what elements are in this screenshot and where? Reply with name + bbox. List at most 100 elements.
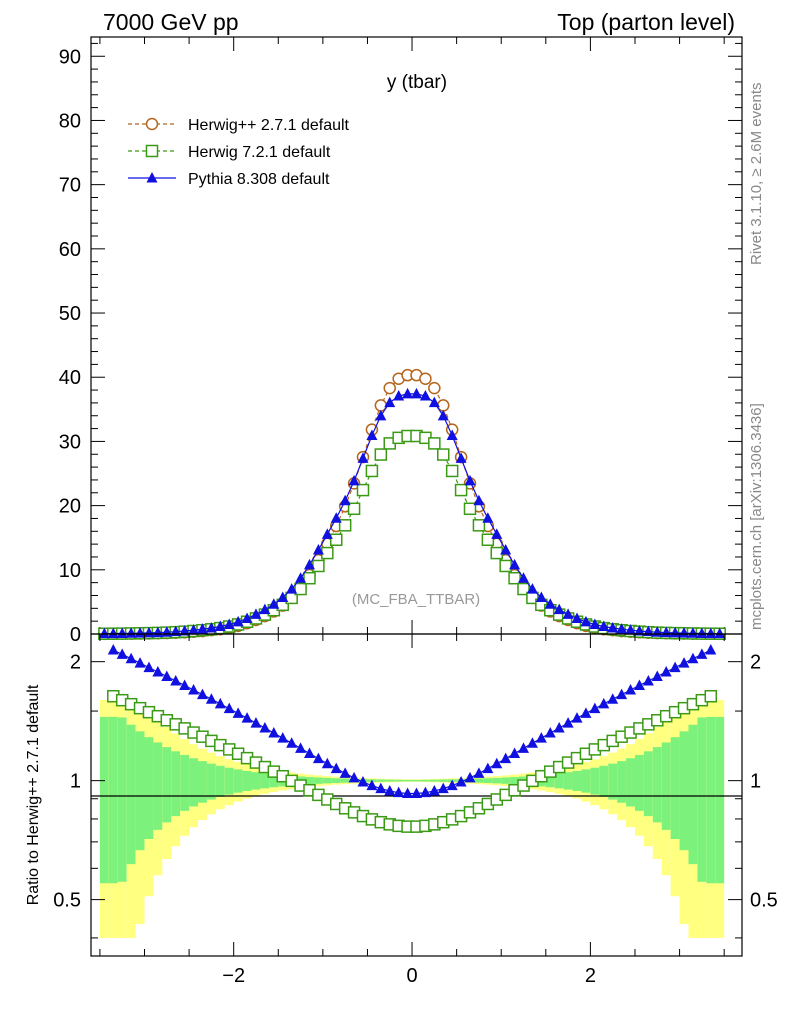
main-point bbox=[500, 543, 512, 555]
ratio-point bbox=[366, 779, 378, 791]
main-point bbox=[338, 519, 352, 532]
y-tick-label: 80 bbox=[59, 110, 81, 132]
ratio-point bbox=[357, 775, 369, 787]
stat-band bbox=[501, 777, 511, 784]
ratio-point bbox=[482, 762, 494, 774]
x-tick-label: 0 bbox=[406, 965, 417, 987]
ratio-tick-label: 0.5 bbox=[750, 890, 778, 912]
y-tick-label: 30 bbox=[59, 431, 81, 453]
ratio-point bbox=[339, 767, 351, 778]
ratio-point bbox=[607, 693, 619, 704]
main-point bbox=[518, 572, 530, 583]
main-point bbox=[143, 626, 155, 638]
ratio-point bbox=[312, 752, 324, 764]
main-point bbox=[179, 625, 191, 636]
stat-band bbox=[171, 751, 181, 817]
ratio-point bbox=[286, 737, 298, 748]
ratio-point bbox=[562, 717, 574, 728]
ratio-point bbox=[411, 787, 422, 799]
ratio-point bbox=[196, 688, 208, 700]
stat-band bbox=[108, 716, 118, 884]
main-point bbox=[223, 618, 235, 630]
y-tick-label: 0 bbox=[70, 624, 81, 646]
main-point bbox=[544, 598, 556, 609]
main-point bbox=[562, 608, 574, 619]
ratio-point bbox=[152, 665, 164, 677]
stat-band bbox=[198, 761, 207, 803]
ratio-point bbox=[259, 722, 271, 733]
stat-band bbox=[180, 754, 190, 811]
ratio-point bbox=[393, 786, 405, 798]
stat-band bbox=[661, 742, 671, 830]
main-point bbox=[472, 519, 486, 532]
header-left: 7000 GeV pp bbox=[103, 9, 239, 35]
ratio-point bbox=[250, 717, 262, 728]
legend-marker bbox=[146, 172, 158, 183]
ratio-point bbox=[170, 674, 182, 686]
stat-band bbox=[545, 774, 555, 788]
main-point bbox=[384, 396, 396, 408]
stat-band bbox=[331, 778, 341, 784]
ratio-point bbox=[375, 782, 387, 794]
legend-label: Herwig 7.2.1 default bbox=[188, 144, 331, 161]
stat-band bbox=[385, 779, 395, 782]
stat-band bbox=[652, 747, 662, 823]
main-point bbox=[678, 627, 690, 638]
stat-band bbox=[510, 777, 520, 785]
stat-band bbox=[242, 770, 252, 791]
main-point bbox=[580, 615, 592, 627]
ratio-tick-label: 1 bbox=[750, 771, 761, 793]
ratio-point bbox=[241, 712, 253, 723]
main-point bbox=[205, 621, 217, 633]
stat-band bbox=[233, 769, 243, 793]
ratio-tick-label: 0.5 bbox=[53, 890, 81, 912]
chart-title: y (tbar) bbox=[387, 72, 447, 93]
main-point bbox=[348, 474, 360, 486]
main-point bbox=[393, 389, 405, 401]
main-point bbox=[589, 618, 601, 630]
main-point bbox=[445, 464, 459, 478]
stat-band bbox=[412, 779, 421, 782]
stat-band bbox=[313, 777, 323, 784]
main-point bbox=[473, 494, 485, 506]
ratio-point bbox=[553, 722, 565, 733]
ratio-y-tick-labels: 0.5 0.5 1 1 2 2 bbox=[53, 652, 778, 912]
ratio-uncertainty-bands bbox=[99, 699, 725, 938]
main-point bbox=[312, 559, 325, 573]
stat-band bbox=[189, 758, 199, 807]
main-point bbox=[428, 437, 441, 450]
stat-band bbox=[153, 742, 163, 830]
main-point bbox=[428, 381, 441, 395]
stat-band bbox=[697, 717, 707, 882]
ratio-frame bbox=[90, 633, 743, 957]
stat-band bbox=[626, 758, 635, 807]
ratio-panel: 0.5 0.5 1 1 2 2 −2 0 2 Ratio to Herwig++ 2.7.1 … bbox=[25, 633, 778, 987]
ratio-point bbox=[571, 712, 583, 723]
stat-band bbox=[260, 773, 270, 789]
stat-band bbox=[608, 763, 618, 800]
main-point bbox=[411, 387, 422, 399]
stat-band bbox=[474, 778, 484, 783]
main-point bbox=[553, 603, 565, 615]
legend-label: Herwig++ 2.7.1 default bbox=[188, 117, 350, 134]
ratio-point bbox=[642, 674, 654, 686]
ratio-point bbox=[446, 779, 458, 791]
main-point bbox=[669, 626, 681, 638]
main-point bbox=[366, 429, 378, 440]
main-point bbox=[294, 582, 307, 596]
main-point bbox=[357, 452, 369, 463]
stat-band bbox=[269, 774, 279, 788]
ratio-point bbox=[509, 747, 521, 759]
ratio-point bbox=[473, 767, 485, 778]
main-point bbox=[196, 623, 208, 634]
ratio-point bbox=[116, 648, 128, 659]
main-point bbox=[241, 612, 253, 624]
ratio-point bbox=[625, 683, 637, 695]
ratio-point bbox=[348, 771, 360, 783]
main-panel: 0 10 20 30 40 50 60 70 80 90 y (tbar) (MC_FBA_TTB… bbox=[59, 36, 743, 646]
ratio-point bbox=[535, 732, 547, 743]
main-point bbox=[705, 627, 717, 639]
main-point bbox=[616, 623, 628, 634]
main-point bbox=[116, 627, 128, 638]
